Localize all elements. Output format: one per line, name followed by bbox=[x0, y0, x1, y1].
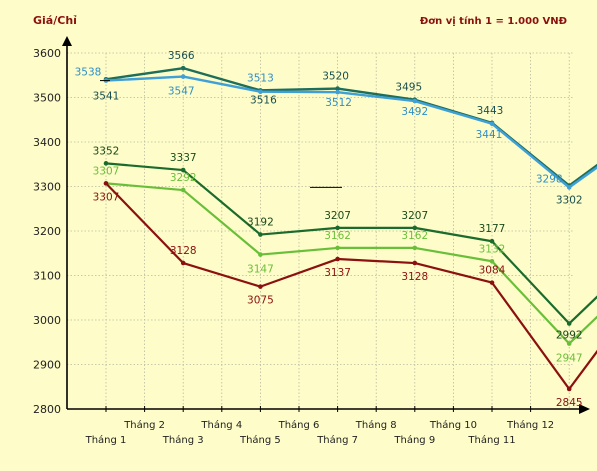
data-label: 3147 bbox=[247, 264, 274, 276]
data-point bbox=[103, 161, 109, 166]
x-tick-label: Tháng 8 bbox=[355, 419, 397, 431]
data-label: 3307 bbox=[93, 191, 120, 203]
data-label: 3538 bbox=[75, 67, 102, 79]
x-axis-arrow bbox=[579, 404, 590, 414]
data-label: 3352 bbox=[93, 145, 120, 157]
y-tick-label: 2900 bbox=[33, 359, 61, 372]
data-label: 3177 bbox=[479, 223, 506, 235]
data-label: 3441 bbox=[476, 129, 503, 141]
data-label: 3137 bbox=[324, 267, 351, 279]
data-point bbox=[489, 121, 495, 127]
data-point bbox=[180, 74, 186, 79]
data-label: 3337 bbox=[170, 152, 197, 164]
data-label: 3443 bbox=[477, 105, 504, 117]
x-tick-label: Tháng 12 bbox=[506, 419, 554, 431]
series-line bbox=[105, 182, 597, 345]
data-point bbox=[258, 232, 263, 237]
data-label: 3192 bbox=[247, 217, 274, 229]
data-point bbox=[103, 181, 109, 186]
x-tick-label: Tháng 1 bbox=[85, 434, 127, 446]
x-tick-label: Tháng 3 bbox=[162, 434, 204, 446]
data-point bbox=[412, 245, 418, 251]
y-tick-label: 3600 bbox=[33, 47, 61, 60]
y-tick-label: 3500 bbox=[33, 92, 61, 105]
y-tick-label: 3200 bbox=[33, 225, 61, 238]
data-point bbox=[489, 258, 495, 264]
data-point bbox=[412, 98, 418, 104]
data-label: 3162 bbox=[401, 230, 428, 242]
data-label: 3520 bbox=[322, 71, 349, 83]
series-line bbox=[105, 182, 597, 391]
data-label: 3207 bbox=[324, 210, 351, 222]
unit-note: Đơn vị tính 1 = 1.000 VNĐ bbox=[420, 15, 567, 27]
data-point bbox=[335, 225, 340, 231]
data-point bbox=[566, 185, 572, 190]
data-label: 3128 bbox=[170, 245, 197, 257]
y-tick-label: 3000 bbox=[33, 314, 61, 327]
data-point bbox=[566, 386, 572, 392]
data-point bbox=[566, 321, 572, 326]
y-tick-label: 2800 bbox=[33, 403, 61, 416]
series-line bbox=[105, 162, 597, 325]
data-point bbox=[258, 89, 263, 95]
y-tick-label: 3400 bbox=[33, 136, 61, 149]
data-label: 3512 bbox=[325, 97, 352, 109]
y-tick-label: 3300 bbox=[33, 181, 61, 194]
data-label: 3207 bbox=[401, 210, 428, 222]
data-label: 3292 bbox=[170, 172, 197, 184]
data-label: 3307 bbox=[93, 165, 120, 177]
x-tick-label: Tháng 7 bbox=[316, 434, 358, 446]
x-tick-label: Tháng 10 bbox=[429, 419, 477, 431]
data-point bbox=[412, 260, 418, 266]
data-label: 3132 bbox=[479, 243, 506, 255]
data-label: 3128 bbox=[401, 271, 428, 283]
data-point bbox=[335, 245, 340, 251]
data-label: 3566 bbox=[168, 50, 195, 62]
series-line bbox=[105, 75, 597, 189]
data-label: 3495 bbox=[395, 82, 422, 94]
x-tick-label: Tháng 6 bbox=[278, 419, 320, 431]
data-point bbox=[258, 284, 263, 289]
data-label: 3075 bbox=[247, 295, 274, 307]
x-tick-label: Tháng 5 bbox=[239, 434, 281, 446]
data-label: 3541 bbox=[93, 90, 120, 102]
x-tick-label: Tháng 4 bbox=[200, 419, 242, 431]
data-label: 3516 bbox=[250, 94, 277, 106]
data-point bbox=[566, 341, 572, 346]
data-label: 3547 bbox=[168, 86, 195, 98]
x-tick-label: Tháng 11 bbox=[467, 434, 515, 446]
data-point bbox=[180, 167, 186, 173]
y-axis-arrow bbox=[62, 36, 72, 46]
data-label: 2947 bbox=[556, 353, 583, 365]
y-axis-title: Giá/Chỉ bbox=[33, 14, 77, 27]
data-point bbox=[180, 65, 186, 71]
data-label: 3513 bbox=[247, 73, 274, 85]
data-point bbox=[335, 89, 340, 95]
data-label: 3162 bbox=[324, 230, 351, 242]
x-tick-label: Tháng 9 bbox=[393, 434, 435, 446]
data-point bbox=[489, 280, 495, 285]
data-point bbox=[180, 260, 186, 266]
data-point bbox=[335, 86, 340, 91]
data-point bbox=[335, 256, 340, 262]
data-label: 3302 bbox=[556, 195, 583, 207]
x-tick-label: Tháng 2 bbox=[123, 419, 165, 431]
data-point bbox=[180, 187, 186, 193]
y-tick-label: 3100 bbox=[33, 270, 61, 283]
data-label: 3492 bbox=[401, 106, 428, 118]
data-label: 2992 bbox=[556, 330, 583, 342]
data-point bbox=[412, 225, 418, 231]
data-point bbox=[258, 252, 263, 257]
data-label: 3084 bbox=[479, 265, 506, 277]
data-label: 3298 bbox=[536, 173, 563, 185]
data-label: 2845 bbox=[556, 397, 583, 409]
data-point bbox=[489, 238, 495, 244]
